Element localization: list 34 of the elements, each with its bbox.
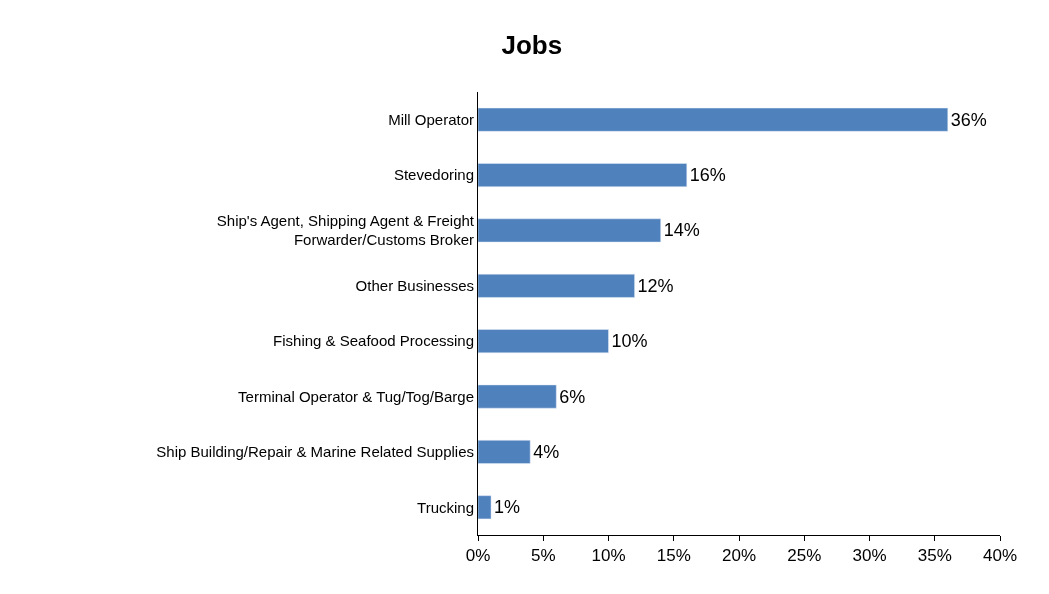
- x-tick-label: 15%: [656, 546, 691, 566]
- x-tick-label: 40%: [982, 546, 1018, 566]
- x-tick-label: 5%: [530, 546, 556, 566]
- y-tick-label: Mill Operator: [388, 110, 474, 128]
- x-tick-label: 30%: [852, 546, 887, 566]
- data-label: 10%: [611, 331, 648, 352]
- data-label: 16%: [689, 165, 726, 186]
- data-label: 4%: [533, 441, 560, 462]
- x-tick-label: 20%: [721, 546, 757, 566]
- y-tick-label: Ship's Agent, Shipping Agent & Freight Forwarder/Customs Broker: [216, 211, 475, 249]
- bar: [478, 495, 492, 520]
- data-label: 12%: [637, 275, 674, 296]
- y-tick-label: Ship Building/Repair & Marine Related Supplies: [156, 443, 474, 461]
- x-tick-label: 35%: [917, 546, 952, 566]
- x-tick-label: 25%: [787, 546, 822, 566]
- data-label: 36%: [950, 109, 987, 130]
- bar: [478, 440, 531, 464]
- bar: [478, 163, 688, 187]
- data-label: 1%: [494, 497, 521, 518]
- y-tick-label: Fishing & Seafood Processing: [273, 332, 474, 350]
- y-tick-label: Other Businesses: [355, 277, 474, 295]
- x-tick-label: 0%: [465, 546, 491, 566]
- bar: [478, 107, 949, 132]
- y-tick-label: Terminal Operator & Tug/Tog/Barge: [238, 387, 474, 405]
- bar: [478, 218, 661, 243]
- chart-title: Jobs: [501, 29, 563, 60]
- bar: [478, 384, 557, 409]
- y-tick-label: Trucking: [417, 498, 474, 516]
- bar: [478, 273, 635, 298]
- data-label: 6%: [559, 386, 586, 407]
- y-tick-label: Stevedoring: [393, 166, 474, 184]
- x-tick-label: 10%: [591, 546, 626, 566]
- bar: [478, 329, 609, 354]
- data-label: 14%: [663, 220, 700, 241]
